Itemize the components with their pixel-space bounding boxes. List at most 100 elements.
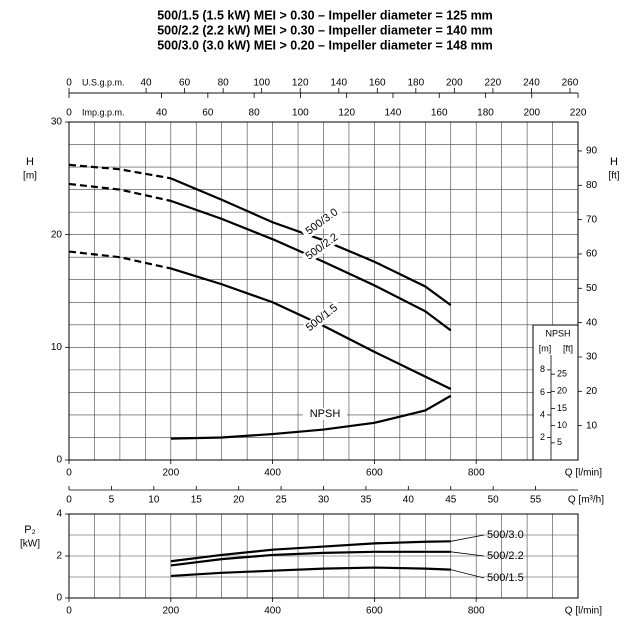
top-tick-label: 140: [330, 78, 347, 89]
npsh-box: [532, 324, 579, 461]
flow-tick-label: 15: [191, 495, 203, 506]
y-tick-label: 10: [51, 342, 63, 353]
y2-tick-label: 70: [586, 214, 598, 225]
curve-label: 500/1.5: [304, 302, 340, 334]
curve: [170, 566, 451, 578]
leader-line: [450, 551, 485, 557]
top-tick-label: 100: [253, 78, 270, 89]
label-bg: [303, 408, 347, 420]
leader-line: [450, 534, 485, 542]
flow-tick-label: 30: [318, 495, 330, 506]
y-tick-label: 0: [56, 593, 62, 604]
x-axis-label: Q [l/min]: [565, 468, 602, 479]
curve: [170, 177, 452, 306]
y-tick-label: 4: [56, 509, 62, 520]
top-tick-label: 200: [523, 108, 540, 119]
npsh-tick-label: 2: [540, 432, 545, 442]
top-axis-label: Imp.g.p.m.: [82, 107, 125, 117]
x-tick-label: 200: [162, 606, 179, 617]
top-tick-label: 60: [179, 78, 191, 89]
top-tick-label: 180: [477, 108, 494, 119]
y-axis-label: H: [26, 156, 34, 168]
npsh-ft-tick-label: 20: [557, 386, 567, 396]
top-tick-label: 100: [292, 108, 309, 119]
npsh-tick-label: 4: [540, 409, 545, 419]
y-axis-unit: [m]: [23, 171, 37, 182]
top-tick-label: 80: [249, 108, 261, 119]
npsh-tick-label: 8: [540, 364, 545, 374]
curve-extrapolated: [68, 163, 171, 180]
flow-tick-label: 10: [148, 495, 160, 506]
curve-extrapolated: [68, 250, 172, 270]
npsh-ft-tick-label: 15: [557, 403, 567, 413]
curve: [170, 550, 451, 567]
top-tick-label: 180: [407, 78, 424, 89]
y2-tick-label: 80: [586, 180, 598, 191]
label-bg: [300, 204, 344, 240]
y2-tick-label: 90: [586, 146, 598, 157]
flow-tick-label: 50: [488, 495, 500, 506]
top-tick-label: 0: [66, 78, 72, 89]
x-tick-label: 800: [468, 468, 485, 479]
y-tick-label: 0: [56, 455, 62, 466]
label-bg: [300, 229, 344, 265]
npsh-tick-label: 6: [540, 387, 545, 397]
x-tick-label: 800: [468, 606, 485, 617]
y2-tick-label: 40: [586, 317, 598, 328]
x-tick-label: 0: [66, 606, 72, 617]
npsh-ft-tick-label: 10: [557, 420, 567, 430]
curve-label: 500/3.0: [487, 529, 524, 541]
y2-tick-label: 10: [586, 420, 598, 431]
top-tick-label: 120: [292, 78, 309, 89]
x-axis-label: Q [l/min]: [565, 606, 602, 617]
x-tick-label: 600: [366, 606, 383, 617]
y2-tick-label: 50: [586, 283, 598, 294]
flow-tick-label: 0: [66, 495, 72, 506]
flow-tick-label: 55: [530, 495, 542, 506]
top-tick-label: 80: [218, 78, 230, 89]
plot-frame: [68, 121, 579, 461]
top-tick-label: 160: [431, 108, 448, 119]
y2-tick-label: 60: [586, 249, 598, 260]
x-tick-label: 400: [264, 606, 281, 617]
curve: [170, 394, 452, 440]
flow-tick-label: 25: [276, 495, 288, 506]
y-axis-label: P₂: [24, 524, 36, 536]
top-tick-label: 60: [202, 108, 214, 119]
top-tick-label: 260: [562, 78, 579, 89]
curve: [170, 540, 451, 563]
npsh-unit: [ft]: [563, 343, 573, 353]
x-tick-label: 200: [162, 468, 179, 479]
y-axis-unit: [kW]: [20, 539, 40, 550]
curve-label: 500/2.2: [487, 550, 524, 562]
flow-axis-label: Q [m³/h]: [568, 495, 604, 506]
top-tick-label: 120: [338, 108, 355, 119]
npsh-ft-tick-label: 5: [557, 437, 562, 447]
title-line: 500/3.0 (3.0 kW) MEI > 0.20 – Impeller d…: [157, 38, 493, 52]
top-tick-label: 240: [523, 78, 540, 89]
curve: [170, 267, 452, 391]
top-tick-label: 220: [485, 78, 502, 89]
y2-axis-label: H: [610, 156, 618, 168]
curve-label: 500/1.5: [487, 572, 524, 584]
label-bg: [300, 299, 344, 337]
top-tick-label: 0: [66, 108, 72, 119]
top-tick-label: 40: [141, 78, 153, 89]
y-tick-label: 30: [51, 117, 63, 128]
curve-label: NPSH: [310, 408, 341, 420]
curve-extrapolated: [68, 182, 172, 202]
y-tick-label: 2: [56, 551, 62, 562]
y2-tick-label: 30: [586, 352, 598, 363]
flow-tick-label: 40: [403, 495, 415, 506]
npsh-unit: [m]: [539, 343, 552, 353]
flow-tick-label: 35: [360, 495, 372, 506]
title-line: 500/1.5 (1.5 kW) MEI > 0.30 – Impeller d…: [157, 8, 493, 22]
npsh-label: NPSH: [545, 328, 570, 338]
x-tick-label: 0: [66, 468, 72, 479]
y2-axis-unit: [ft]: [608, 171, 619, 182]
top-tick-label: 220: [570, 108, 587, 119]
top-tick-label: 140: [385, 108, 402, 119]
top-tick-label: 160: [369, 78, 386, 89]
leader-line: [450, 569, 485, 579]
